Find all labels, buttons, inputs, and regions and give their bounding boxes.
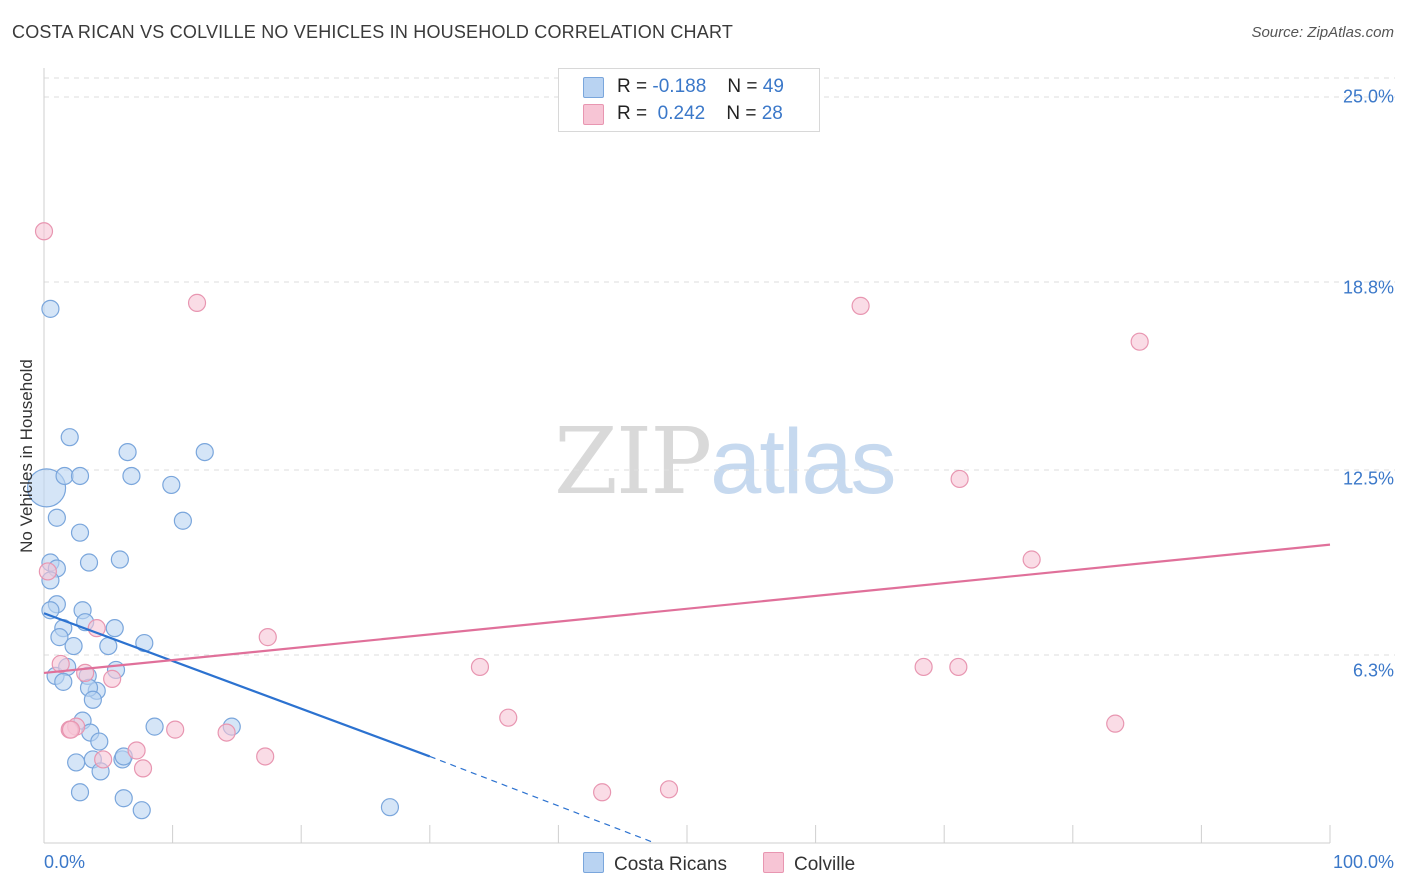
colville-point	[659, 780, 679, 799]
colville-point	[38, 562, 57, 581]
legend-n-label: N =	[726, 103, 757, 124]
colville-point	[851, 296, 870, 315]
costa-rican-trendline	[43, 612, 431, 758]
colville-point	[217, 723, 236, 742]
costa-rican-point	[90, 732, 109, 751]
colville-point	[256, 747, 275, 766]
colville-trendline	[43, 543, 1331, 675]
costa-rican-point	[41, 299, 60, 318]
colville-point	[127, 741, 146, 760]
costa-rican-point	[162, 475, 181, 495]
colville-point	[470, 657, 490, 677]
costa-rican-point	[64, 636, 83, 656]
costa-rican-point	[105, 619, 124, 638]
costa-rican-point	[60, 428, 79, 447]
colville-point	[187, 293, 207, 312]
costa-rican-point	[79, 553, 99, 572]
colville-point	[61, 720, 81, 739]
costa-rican-point	[145, 717, 164, 736]
legend-r-label: R =	[617, 103, 648, 124]
colville-point	[1130, 332, 1149, 351]
watermark-zip: ZIP	[554, 408, 712, 515]
colville-point	[258, 628, 277, 647]
costa-rican-point	[195, 442, 214, 462]
costa-rican-point	[70, 523, 90, 542]
bottom-legend-colville: Colville	[763, 852, 855, 876]
costa-rican-point	[132, 801, 151, 820]
colville-point	[51, 654, 70, 674]
costa-rican-point	[70, 466, 90, 486]
costa-rican-point	[70, 783, 90, 802]
costa-rican-point	[83, 690, 102, 709]
costa-rican-point	[50, 628, 69, 647]
costa-rican-point	[173, 511, 192, 530]
y-tick-label: 25.0%	[1342, 86, 1394, 107]
colville-point	[1106, 714, 1125, 733]
legend-n-label: N =	[727, 76, 758, 97]
x-tick-label: 0.0%	[44, 852, 86, 872]
colville-point	[103, 669, 122, 688]
legend-n-value: 28	[761, 103, 783, 124]
legend-r-value: 0.242	[657, 103, 706, 124]
colville-point	[34, 222, 54, 241]
legend-n-value: 49	[762, 76, 784, 97]
costa-rican-point	[380, 798, 400, 817]
legend-swatch-blue	[583, 77, 604, 98]
costa-rican-point	[47, 508, 66, 527]
colville-point	[166, 720, 185, 739]
costa-rican-point	[110, 550, 129, 569]
legend: R = -0.188 N = 49 R = 0.242 N = 28	[558, 68, 820, 132]
bottom-legend-swatch-blue	[583, 852, 604, 873]
bottom-legend-label: Colville	[794, 854, 856, 875]
colville-point	[133, 759, 153, 778]
bottom-legend-label: Costa Ricans	[614, 854, 727, 875]
y-tick-label: 6.3%	[1352, 660, 1394, 681]
legend-r-label: R =	[617, 76, 648, 97]
y-tick-label: 18.8%	[1342, 277, 1394, 298]
colville-point	[914, 657, 933, 677]
costa-rican-point	[114, 789, 133, 808]
colville-point	[1022, 550, 1041, 569]
costa-rican-point	[55, 466, 74, 486]
colville-point	[950, 469, 969, 489]
y-tick-label: 12.5%	[1342, 468, 1394, 489]
legend-swatch-pink	[583, 104, 604, 125]
colville-point	[94, 750, 113, 769]
y-axis-label: No Vehicles in Household	[17, 359, 36, 553]
watermark-atlas: atlas	[710, 411, 896, 513]
bottom-legend-costa-ricans: Costa Ricans	[583, 852, 727, 876]
colville-point	[76, 663, 95, 683]
source-label: Source: ZipAtlas.com	[1251, 24, 1394, 41]
watermark: ZIPatlas	[554, 408, 897, 515]
costa-rican-point	[118, 442, 137, 462]
colville-point	[949, 657, 968, 677]
chart-title: COSTA RICAN VS COLVILLE NO VEHICLES IN H…	[12, 22, 734, 42]
legend-r-value: -0.188	[652, 76, 707, 97]
x-tick-label: 100.0%	[1332, 852, 1394, 872]
colville-point	[499, 708, 518, 727]
costa-rican-point	[122, 466, 141, 486]
costa-rican-trendline-extension	[429, 755, 656, 844]
colville-point	[593, 783, 612, 802]
costa-rican-point	[67, 753, 86, 772]
costa-rican-point	[54, 672, 73, 691]
bottom-legend-swatch-pink	[763, 852, 784, 873]
